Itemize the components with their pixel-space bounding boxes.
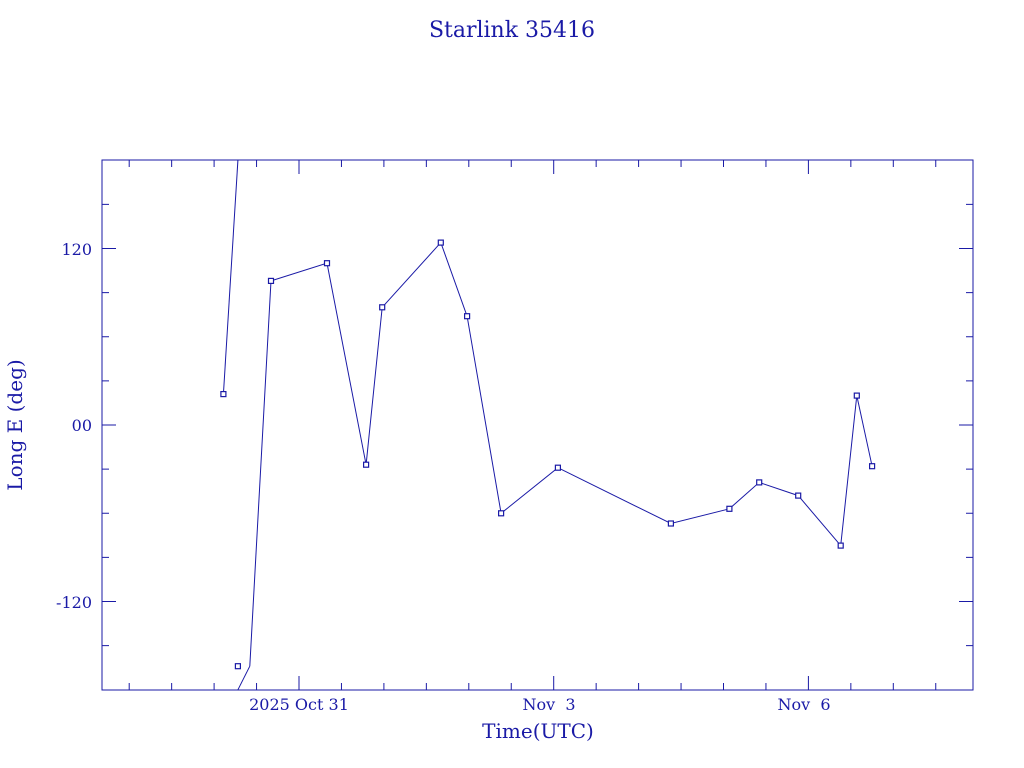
data-point [554,464,562,471]
data-point [868,463,876,470]
data-point [853,392,860,399]
data-point [437,239,444,246]
chart-title: Starlink 35416 [429,18,595,43]
x-tick-label: Nov 6 [777,695,830,714]
x-tick-label: 2025 Oct 31 [249,695,349,714]
data-point [323,260,331,267]
data-point [726,505,733,512]
x-tick-labels: 2025 Oct 31 Nov 3 Nov 6 [249,695,830,714]
series-line [237,665,251,691]
x-axis-label: Time(UTC) [482,719,594,743]
y-axis-label: Long E (deg) [3,359,27,490]
data-point [837,542,844,549]
data-point [379,304,386,311]
y-tick-label: -120 [56,593,92,612]
y-tick-labels: 120 00 -120 [56,240,92,612]
y-tick-label: 120 [61,240,92,259]
y-tick-label: 00 [72,416,92,435]
axis-ticks [102,160,973,690]
data-point [234,663,241,670]
data-point [756,479,763,486]
x-tick-label: Nov 3 [522,695,575,714]
data-point [363,461,370,468]
data-point [667,520,675,527]
data-point [498,510,505,517]
data-point [220,391,227,398]
data-point [267,277,275,284]
data-point [795,492,802,499]
data-point [464,313,471,320]
series-line [249,241,873,667]
series-line [222,160,239,395]
series-group [220,160,876,691]
